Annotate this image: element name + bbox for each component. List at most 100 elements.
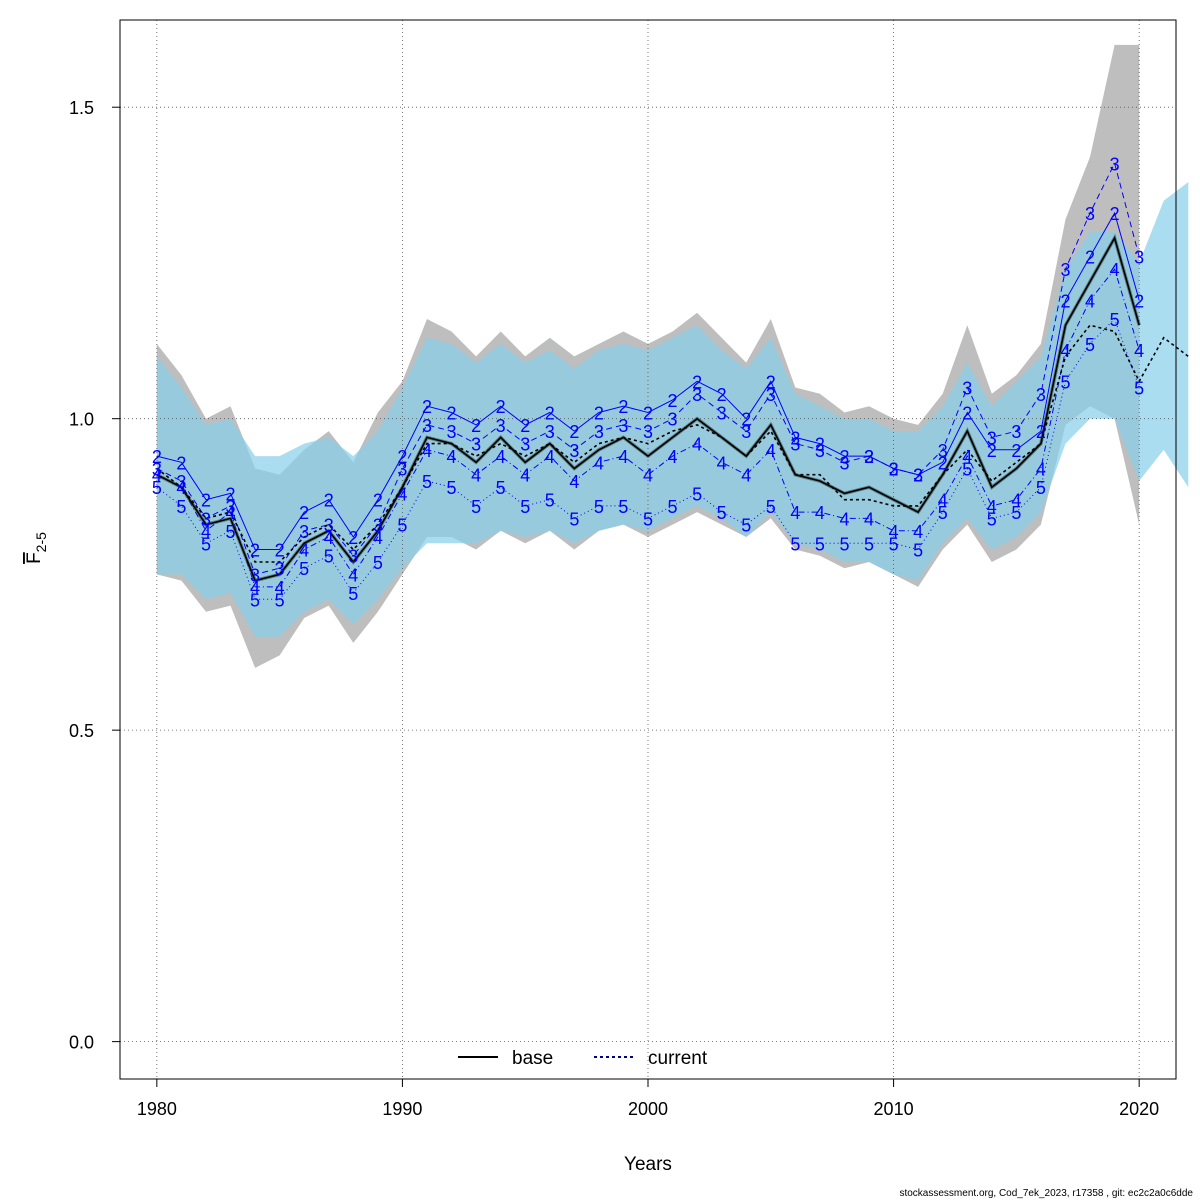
svg-text:F2-5: F2-5 [24, 532, 49, 564]
age-2-point-label: 2 [987, 441, 997, 461]
age-2-point-label: 2 [545, 403, 555, 423]
legend-current-label: current [648, 1048, 708, 1069]
age-2-point-label: 2 [962, 403, 972, 423]
age-5-point-label: 5 [741, 516, 751, 536]
age-4-point-label: 4 [1134, 341, 1144, 361]
x-tick-label: 2000 [628, 1099, 668, 1119]
age-5-point-label: 5 [447, 478, 457, 498]
age-4-point-label: 4 [938, 491, 948, 511]
age-4-point-label: 4 [766, 441, 776, 461]
age-3-point-label: 3 [447, 422, 457, 442]
age-2-point-label: 2 [299, 503, 309, 523]
age-lines [156, 161, 1140, 600]
age-3-point-label: 3 [226, 497, 236, 517]
grid-lines [120, 20, 1176, 1079]
legend: base current [458, 1048, 708, 1069]
x-tick-label: 2010 [874, 1099, 914, 1119]
age-5-point-label: 5 [938, 503, 948, 523]
age-5-point-label: 5 [397, 516, 407, 536]
age-3-point-label: 3 [373, 516, 383, 536]
age-2-point-label: 2 [324, 491, 334, 511]
age-4-point-label: 4 [520, 466, 530, 486]
age-5-point-label: 5 [569, 509, 579, 529]
age-2-point-label: 2 [889, 460, 899, 480]
age-3-point-label: 3 [692, 385, 702, 405]
age-2-point-label: 2 [176, 453, 186, 473]
age-5-point-label: 5 [962, 460, 972, 480]
age-4-point-label: 4 [1011, 491, 1021, 511]
age-4-point-label: 4 [348, 565, 358, 585]
age-2-point-label: 2 [1110, 204, 1120, 224]
age-3-line [156, 161, 1140, 575]
legend-base-label: base [512, 1048, 553, 1069]
y-axis-title: F2-5 [24, 532, 49, 564]
x-tick-label: 1980 [137, 1099, 177, 1119]
y-tick-label: 0.0 [69, 1033, 94, 1053]
age-5-point-label: 5 [839, 534, 849, 554]
age-4-point-label: 4 [962, 447, 972, 467]
age-2-point-label: 2 [201, 491, 211, 511]
age-4-point-label: 4 [447, 447, 457, 467]
current-confidence-band [156, 182, 1189, 637]
age-3-point-label: 3 [1085, 204, 1095, 224]
age-3-point-label: 3 [471, 435, 481, 455]
age-4-point-label: 4 [839, 509, 849, 529]
age-4-point-label: 4 [741, 466, 751, 486]
age-4-point-label: 4 [545, 447, 555, 467]
age-4-point-label: 4 [1060, 341, 1070, 361]
age-3-point-label: 3 [201, 509, 211, 529]
age-3-point-label: 3 [324, 516, 334, 536]
x-tick-label: 2020 [1119, 1099, 1159, 1119]
age-5-point-label: 5 [864, 534, 874, 554]
age-3-point-label: 3 [815, 441, 825, 461]
age-5-point-label: 5 [692, 484, 702, 504]
age-2-point-label: 2 [594, 403, 604, 423]
age-4-point-label: 4 [594, 453, 604, 473]
age-2-point-label: 2 [766, 372, 776, 392]
age-2-point-label: 2 [1134, 291, 1144, 311]
age-2-point-label: 2 [913, 466, 923, 486]
age-4-point-label: 4 [864, 509, 874, 529]
age-3-point-label: 3 [1060, 260, 1070, 280]
age-2-point-label: 2 [152, 447, 162, 467]
age-5-point-label: 5 [1085, 335, 1095, 355]
footer-source: stockassessment.org, Cod_7ek_2023, r1735… [899, 1188, 1193, 1199]
age-3-point-label: 3 [152, 460, 162, 480]
age-3-point-label: 3 [668, 410, 678, 430]
age-3-point-label: 3 [864, 447, 874, 467]
age-2-point-label: 2 [250, 541, 260, 561]
age-4-point-label: 4 [176, 478, 186, 498]
age-4-point-label: 4 [889, 522, 899, 542]
age-3-point-label: 3 [397, 460, 407, 480]
age-5-point-label: 5 [299, 559, 309, 579]
age-4-point-label: 4 [397, 484, 407, 504]
age-2-point-label: 2 [447, 403, 457, 423]
age-5-point-label: 5 [987, 509, 997, 529]
age-2-point-label: 2 [397, 447, 407, 467]
age-3-point-label: 3 [176, 472, 186, 492]
y-tick-label: 0.5 [69, 721, 94, 741]
age-2-point-label: 2 [422, 397, 432, 417]
age-5-point-label: 5 [668, 497, 678, 517]
age-2-point-label: 2 [275, 541, 285, 561]
age-3-point-label: 3 [348, 547, 358, 567]
age-3-point-label: 3 [275, 559, 285, 579]
age-5-point-label: 5 [226, 522, 236, 542]
age-4-point-label: 4 [324, 528, 334, 548]
age-4-point-label: 4 [471, 466, 481, 486]
age-5-point-label: 5 [348, 584, 358, 604]
age-2-point-label: 2 [471, 416, 481, 436]
age-5-point-label: 5 [250, 590, 260, 610]
age-4-point-label: 4 [815, 503, 825, 523]
age-3-point-label: 3 [520, 435, 530, 455]
age-4-point-label: 4 [692, 435, 702, 455]
y-tick-label: 1.0 [69, 410, 94, 430]
age-5-point-label: 5 [1011, 503, 1021, 523]
age-2-point-label: 2 [1085, 248, 1095, 268]
age-5-point-label: 5 [643, 509, 653, 529]
age-5-point-label: 5 [815, 534, 825, 554]
age-2-point-label: 2 [815, 435, 825, 455]
estimate-lines [156, 233, 1189, 583]
confidence-bands [156, 44, 1189, 668]
age-3-point-label: 3 [1011, 422, 1021, 442]
